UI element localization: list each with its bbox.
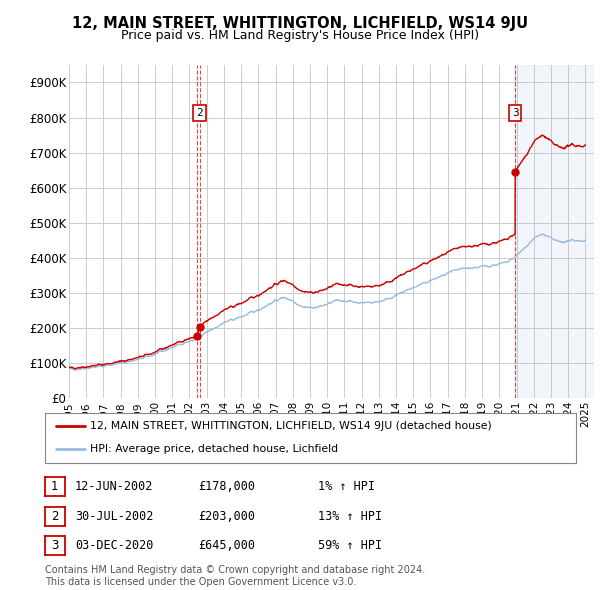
Text: £178,000: £178,000 (198, 480, 255, 493)
Text: 3: 3 (512, 108, 518, 118)
Text: Price paid vs. HM Land Registry's House Price Index (HPI): Price paid vs. HM Land Registry's House … (121, 29, 479, 42)
Text: 12, MAIN STREET, WHITTINGTON, LICHFIELD, WS14 9JU (detached house): 12, MAIN STREET, WHITTINGTON, LICHFIELD,… (90, 421, 492, 431)
Text: 3: 3 (51, 539, 59, 552)
Text: 2: 2 (196, 108, 203, 118)
Text: 1% ↑ HPI: 1% ↑ HPI (318, 480, 375, 493)
Text: £645,000: £645,000 (198, 539, 255, 552)
Text: 59% ↑ HPI: 59% ↑ HPI (318, 539, 382, 552)
Text: 13% ↑ HPI: 13% ↑ HPI (318, 510, 382, 523)
Bar (515, 65, 594, 398)
Text: 2: 2 (51, 510, 59, 523)
Text: 03-DEC-2020: 03-DEC-2020 (75, 539, 154, 552)
Text: 12-JUN-2002: 12-JUN-2002 (75, 480, 154, 493)
Text: HPI: Average price, detached house, Lichfield: HPI: Average price, detached house, Lich… (90, 444, 338, 454)
Text: 30-JUL-2002: 30-JUL-2002 (75, 510, 154, 523)
Text: Contains HM Land Registry data © Crown copyright and database right 2024.
This d: Contains HM Land Registry data © Crown c… (45, 565, 425, 587)
Text: 1: 1 (51, 480, 59, 493)
Text: £203,000: £203,000 (198, 510, 255, 523)
Text: 12, MAIN STREET, WHITTINGTON, LICHFIELD, WS14 9JU: 12, MAIN STREET, WHITTINGTON, LICHFIELD,… (72, 16, 528, 31)
